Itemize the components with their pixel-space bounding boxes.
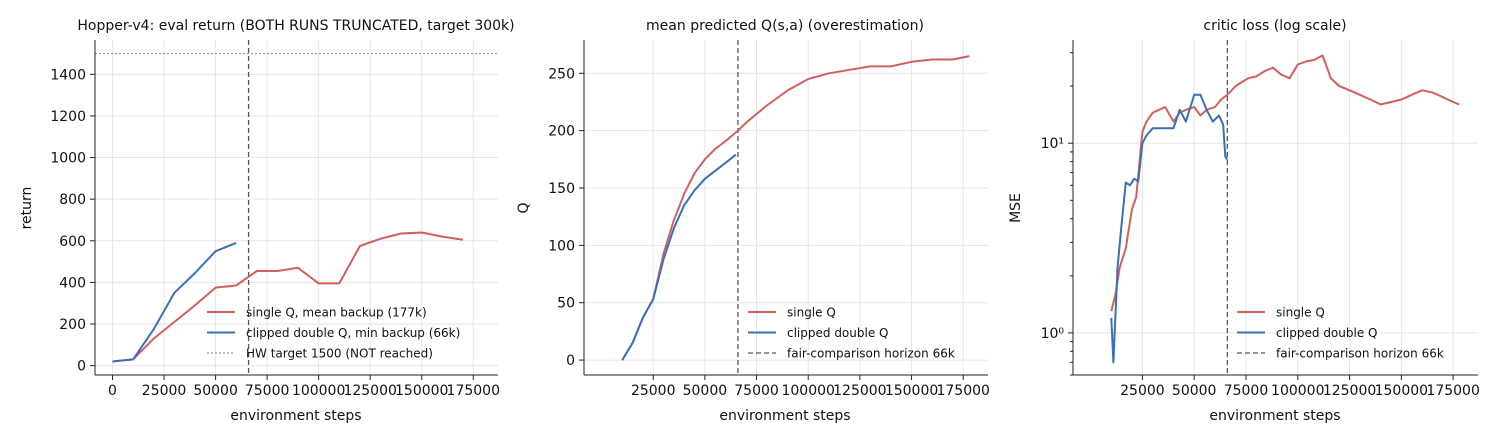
x-tick-label: 125000 [1323,383,1376,399]
y-axis-label: return [19,187,35,230]
y-tick-label: 100 [548,238,575,254]
series-line-single [112,231,464,363]
x-tick-label: 75000 [1224,383,1269,399]
x-axis-label: environment steps [719,408,850,424]
legend: single Q clipped double Q fair-comparison … [1237,306,1444,361]
x-tick-label: 100000 [781,383,834,399]
x-tick-label: 25000 [142,383,187,399]
x-tick-label: 100000 [292,383,345,399]
chart-title: mean predicted Q(s,a) (overestimation) [646,18,924,34]
series-line-single [621,55,970,361]
y-tick-label: 800 [59,192,86,208]
y-tick-label: 0 [77,359,86,375]
x-tick-label: 50000 [1172,383,1217,399]
x-tick-label: 125000 [833,383,886,399]
x-tick-label: 150000 [1375,383,1428,399]
x-tick-label: 50000 [683,383,728,399]
panel-mean-predicted-q: mean predicted Q(s,a) (overestimation) 2… [516,18,990,424]
legend-label: HW target 1500 (NOT reached) [246,347,433,361]
x-tick-label: 75000 [734,383,779,399]
y-tick-label: 1000 [50,151,86,167]
y-tick-label: 1200 [50,109,86,125]
y-tick-label: 10¹ [1041,136,1064,152]
x-axis-label: environment steps [230,408,361,424]
y-tick-label: 0 [566,353,575,369]
chart-title: critic loss (log scale) [1203,18,1346,34]
panel-eval-return: Hopper-v4: eval return (BOTH RUNS TRUNCA… [19,18,515,424]
x-tick-label: 175000 [1426,383,1479,399]
series-line-double [1110,93,1229,364]
y-axis-label: Q [516,202,532,213]
x-tick-label: 0 [108,383,117,399]
x-tick-label: 150000 [395,383,448,399]
series-line-double [112,241,237,363]
legend-label: single Q [787,306,836,320]
x-tick-label: 50000 [193,383,238,399]
legend-label: clipped double Q [787,326,888,340]
x-tick-label: 150000 [885,383,938,399]
y-tick-label: 50 [557,296,575,312]
legend-label: fair-comparison horizon 66k [1276,347,1444,361]
x-tick-label: 100000 [1271,383,1324,399]
legend: single Q, mean backup (177k) clipped doub… [207,306,460,361]
x-tick-label: 175000 [936,383,989,399]
y-tick-label: 400 [59,275,86,291]
series-line-single [1110,54,1460,312]
x-tick-label: 25000 [631,383,676,399]
legend-label: clipped double Q, min backup (66k) [246,326,460,340]
y-tick-label: 250 [548,66,575,82]
y-tick-label: 600 [59,234,86,250]
y-tick-label: 200 [59,317,86,333]
x-tick-label: 125000 [343,383,396,399]
x-axis-label: environment steps [1209,408,1340,424]
x-tick-label: 25000 [1120,383,1165,399]
y-tick-label: 200 [548,124,575,140]
legend-label: single Q, mean backup (177k) [246,306,427,320]
legend-label: fair-comparison horizon 66k [787,347,955,361]
legend-label: single Q [1276,306,1325,320]
x-tick-label: 175000 [447,383,500,399]
x-tick-label: 75000 [245,383,290,399]
legend: single Q clipped double Q fair-comparison … [748,306,955,361]
legend-label: clipped double Q [1276,326,1377,340]
y-tick-label: 1400 [50,67,86,83]
y-tick-label: 10⁰ [1041,326,1065,342]
series-line-double [621,153,737,361]
y-axis-label: MSE [1008,193,1024,223]
panel-critic-loss: critic loss (log scale) 25000 50000 75000 1… [1008,18,1480,424]
y-tick-label: 150 [548,181,575,197]
chart-title: Hopper-v4: eval return (BOTH RUNS TRUNCA… [77,18,514,34]
